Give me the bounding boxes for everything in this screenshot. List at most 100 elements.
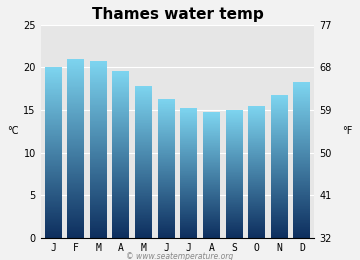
Bar	[67, 110, 84, 111]
Bar	[293, 135, 310, 136]
Bar	[293, 103, 310, 104]
Bar	[226, 224, 243, 225]
Bar	[293, 198, 310, 199]
Bar	[135, 166, 152, 167]
Bar	[90, 191, 107, 192]
Bar	[180, 202, 197, 203]
Bar	[67, 125, 84, 126]
Bar	[180, 179, 197, 180]
Bar	[112, 164, 129, 165]
Bar	[203, 187, 220, 188]
Bar	[45, 119, 62, 120]
Bar	[45, 77, 62, 78]
Bar	[158, 109, 175, 110]
Bar	[203, 216, 220, 217]
Bar	[293, 187, 310, 188]
Bar	[112, 172, 129, 173]
Bar	[158, 228, 175, 229]
Bar	[180, 173, 197, 174]
Bar	[135, 178, 152, 179]
Bar	[248, 220, 265, 221]
Bar	[90, 207, 107, 208]
Bar	[203, 166, 220, 167]
Bar	[271, 149, 288, 150]
Bar	[45, 129, 62, 130]
Bar	[45, 215, 62, 216]
Bar	[248, 173, 265, 174]
Bar	[271, 192, 288, 193]
Bar	[271, 166, 288, 167]
Bar	[135, 155, 152, 156]
Bar	[248, 182, 265, 183]
Bar	[271, 193, 288, 194]
Bar	[90, 77, 107, 78]
Bar	[45, 68, 62, 69]
Bar	[67, 173, 84, 174]
Bar	[203, 190, 220, 191]
Bar	[158, 137, 175, 138]
Bar	[293, 132, 310, 133]
Bar	[248, 127, 265, 128]
Bar	[90, 198, 107, 199]
Bar	[90, 149, 107, 150]
Bar	[226, 229, 243, 230]
Bar	[67, 204, 84, 205]
Bar	[135, 188, 152, 189]
Bar	[112, 146, 129, 147]
Bar	[271, 225, 288, 226]
Bar	[248, 165, 265, 166]
Bar	[271, 181, 288, 182]
Bar	[226, 204, 243, 205]
Bar	[203, 127, 220, 128]
Bar	[226, 180, 243, 181]
Bar	[67, 213, 84, 214]
Bar	[248, 178, 265, 179]
Bar	[293, 157, 310, 158]
Bar	[293, 148, 310, 149]
Bar	[90, 121, 107, 122]
Bar	[271, 104, 288, 105]
Bar	[248, 145, 265, 146]
Bar	[248, 163, 265, 164]
Bar	[271, 178, 288, 179]
Bar	[293, 166, 310, 167]
Bar	[158, 117, 175, 118]
Bar	[135, 163, 152, 164]
Bar	[90, 88, 107, 89]
Bar	[226, 212, 243, 213]
Bar	[90, 132, 107, 133]
Bar	[67, 132, 84, 133]
Bar	[226, 146, 243, 147]
Bar	[293, 125, 310, 126]
Bar	[180, 181, 197, 182]
Bar	[248, 147, 265, 148]
Bar	[112, 96, 129, 97]
Bar	[90, 142, 107, 144]
Bar	[293, 166, 310, 167]
Bar	[293, 118, 310, 119]
Bar	[158, 222, 175, 223]
Bar	[248, 121, 265, 122]
Bar	[180, 216, 197, 217]
Bar	[226, 226, 243, 227]
Bar	[158, 195, 175, 196]
Bar	[67, 99, 84, 100]
Bar	[135, 119, 152, 120]
Bar	[293, 100, 310, 101]
Bar	[158, 135, 175, 136]
Bar	[248, 231, 265, 232]
Bar	[271, 109, 288, 110]
Bar	[293, 162, 310, 164]
Bar	[67, 193, 84, 194]
Bar	[203, 183, 220, 184]
Bar	[45, 146, 62, 147]
Bar	[90, 206, 107, 207]
Bar	[90, 220, 107, 221]
Bar	[90, 172, 107, 173]
Bar	[226, 188, 243, 189]
Bar	[45, 102, 62, 103]
Bar	[271, 165, 288, 166]
Bar	[112, 131, 129, 132]
Bar	[158, 188, 175, 190]
Bar	[226, 235, 243, 236]
